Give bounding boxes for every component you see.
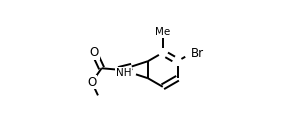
Text: O: O bbox=[87, 76, 96, 89]
Text: Me: Me bbox=[155, 27, 170, 37]
Text: NH: NH bbox=[115, 68, 131, 78]
Text: O: O bbox=[90, 46, 99, 59]
Text: Br: Br bbox=[191, 47, 204, 60]
